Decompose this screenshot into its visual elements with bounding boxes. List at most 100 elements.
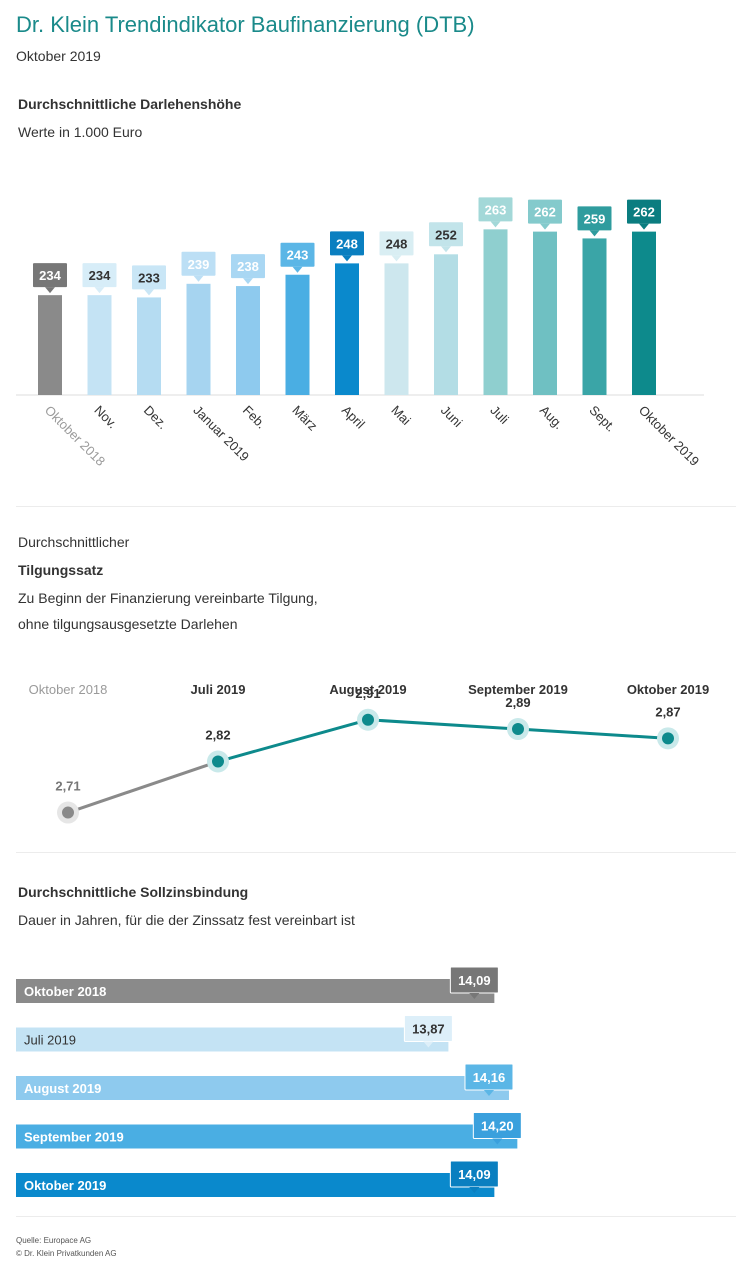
source-note: Quelle: Europace AG [16, 1236, 92, 1245]
data-label-pointer [469, 993, 480, 999]
category-tick-label: April [339, 403, 368, 432]
category-tick-label: Aug. [537, 403, 567, 433]
data-label: 252 [435, 227, 457, 242]
x-category-label: August 2019 [329, 682, 406, 697]
data-label-pointer [441, 246, 451, 253]
data-label-pointer [243, 278, 253, 285]
bar [483, 229, 508, 395]
repayment-intro: Durchschnittlicher [18, 534, 130, 550]
category-label: Oktober 2019 [24, 1178, 106, 1193]
data-label: 2,91 [355, 686, 380, 701]
data-label-pointer [342, 255, 352, 262]
data-label: 14,16 [473, 1070, 506, 1085]
x-category-label: Juli 2019 [191, 682, 246, 697]
data-label-box [478, 197, 513, 222]
category-label: Oktober 2018 [24, 984, 106, 999]
x-category-label: September 2019 [468, 682, 568, 697]
data-label: 14,20 [481, 1119, 514, 1134]
bar [38, 295, 62, 395]
data-label-box [132, 265, 166, 290]
data-label-pointer [292, 266, 303, 273]
section-divider [16, 1216, 736, 1217]
category-tick-label: Feb. [240, 403, 269, 432]
data-label-pointer [490, 221, 501, 228]
category-tick-label: Juni [438, 403, 466, 431]
data-label-box [379, 231, 414, 256]
bar [582, 238, 607, 395]
data-label: 248 [386, 236, 408, 251]
data-label: 262 [633, 205, 655, 220]
data-label: 239 [188, 257, 210, 272]
loan-chart-subtitle: Werte in 1.000 Euro [18, 124, 143, 140]
data-label: 234 [39, 268, 61, 283]
fixed-rate-subtitle: Dauer in Jahren, für die der Zinssatz fe… [18, 912, 355, 928]
category-tick-label: Mai [388, 403, 413, 428]
data-label-box [627, 199, 661, 224]
data-point [212, 755, 224, 768]
data-label-box [330, 231, 364, 256]
data-label: 262 [534, 205, 556, 220]
category-label: Juli 2019 [24, 1033, 76, 1048]
data-point [662, 732, 674, 745]
category-tick-label: Juli [487, 403, 511, 427]
data-label: 13,87 [412, 1022, 445, 1037]
bar [236, 286, 260, 395]
data-label-pointer [492, 1138, 503, 1145]
bar [186, 283, 211, 395]
bar [16, 1124, 518, 1149]
category-label: August 2019 [24, 1081, 101, 1096]
bar [16, 1076, 509, 1100]
data-label-pointer [483, 1090, 494, 1096]
data-label-pointer [391, 255, 402, 262]
data-label: 14,09 [458, 1167, 491, 1182]
bar [434, 254, 458, 395]
bar [137, 297, 161, 395]
series-line [217, 718, 669, 763]
bar [16, 1173, 495, 1197]
data-label: 234 [89, 268, 111, 283]
bar [87, 295, 112, 395]
bar [16, 979, 495, 1003]
fixed-rate-title: Durchschnittliche Sollzinsbindung [18, 884, 249, 900]
data-label: 243 [287, 248, 309, 263]
loan-chart-title: Durchschnittliche Darlehenshöhe [18, 96, 242, 112]
data-label-pointer [469, 1187, 480, 1193]
bar [533, 231, 557, 395]
repayment-desc-2: ohne tilgungsausgesetzte Darlehen [18, 616, 238, 632]
data-label-pointer [45, 287, 55, 294]
category-label: September 2019 [24, 1130, 124, 1145]
category-tick-label: Dez. [141, 403, 171, 433]
bar [335, 263, 359, 395]
data-label-box [280, 242, 315, 267]
category-tick-label: Oktober 2019 [636, 403, 702, 469]
bar [285, 274, 310, 395]
section-divider [16, 506, 736, 507]
data-label: 2,89 [505, 695, 530, 710]
data-label-box [231, 254, 265, 279]
data-label: 263 [485, 202, 507, 217]
data-label: 259 [584, 211, 606, 226]
data-label-box [33, 263, 67, 288]
data-label: 238 [237, 259, 259, 274]
data-label: 248 [336, 236, 358, 251]
category-tick-label: Sept. [586, 403, 618, 435]
bar [384, 263, 409, 395]
data-point [62, 806, 74, 819]
page-subtitle: Oktober 2019 [16, 48, 101, 64]
section-divider [16, 852, 736, 853]
data-label-box [528, 199, 562, 224]
series-line-gray [67, 760, 219, 814]
data-label: 2,87 [655, 704, 680, 719]
data-label-pointer [423, 1041, 434, 1048]
repayment-line-chart: Oktober 2018 Juli 2019 August 2019 Septembe… [29, 682, 709, 824]
repayment-desc-1: Zu Beginn der Finanzierung vereinbarte T… [18, 590, 318, 606]
data-label-pointer [540, 223, 550, 230]
data-label-box [429, 222, 463, 247]
data-label-pointer [94, 287, 105, 294]
data-point [512, 723, 524, 736]
data-label-box [181, 251, 216, 276]
data-label: 233 [138, 270, 160, 285]
copyright-note: © Dr. Klein Privatkunden AG [16, 1249, 117, 1258]
page-title: Dr. Klein Trendindikator Baufinanzierung… [16, 12, 475, 37]
